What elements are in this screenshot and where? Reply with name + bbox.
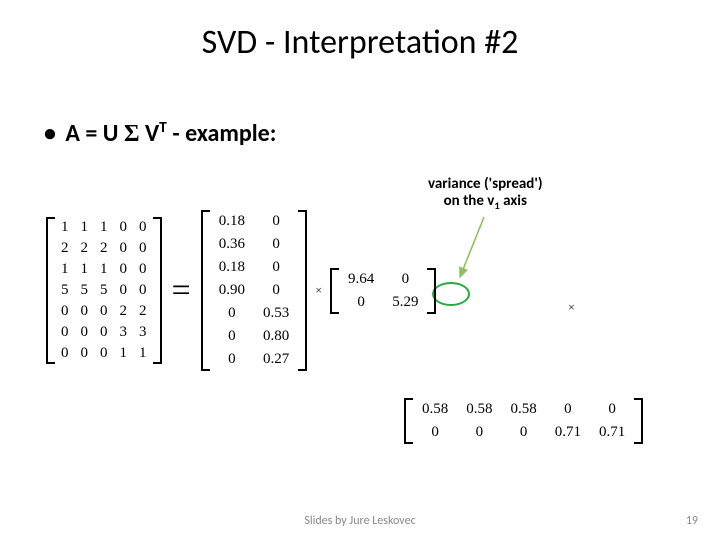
bullet-mid: V [140,119,160,148]
bullet-suffix: - example: [167,119,276,148]
highlight-circle [432,282,470,306]
bullet-equation: • A = U Σ VT - example: [44,118,276,148]
variance-line2: on the v1 axis [428,193,543,212]
footer-credit: Slides by Jure Leskovec [0,514,720,528]
matrix-a: 11100222001110055500000220003300011 [46,217,162,364]
matrix-u: 0.1800.3600.1800.90000.5300.8000.27 [201,210,308,371]
page-number: 19 [686,514,698,528]
times-sign-2: × [568,300,575,315]
sigma-symbol: Σ [124,121,140,147]
variance-arrow [456,215,496,285]
variance-label: variance ('spread') on the v1 axis [428,176,543,212]
equation-row: 11100222001110055500000220003300011 = 0.… [46,210,436,371]
matrix-vt-wrap: 0.580.580.58000000.710.71 [404,398,643,444]
variance-line1: variance ('spread') [428,176,543,193]
matrix-vt: 0.580.580.58000000.710.71 [404,398,643,444]
slide-title: SVD - Interpretation #2 [0,0,720,63]
equals-sign: = [162,272,201,310]
bullet-marker: • [44,119,56,148]
matrix-sigma: 9.64005.29 [330,268,437,314]
bullet-superscript: T [159,118,167,137]
bullet-prefix: A = U [65,119,123,148]
times-sign-1: × [307,283,330,298]
